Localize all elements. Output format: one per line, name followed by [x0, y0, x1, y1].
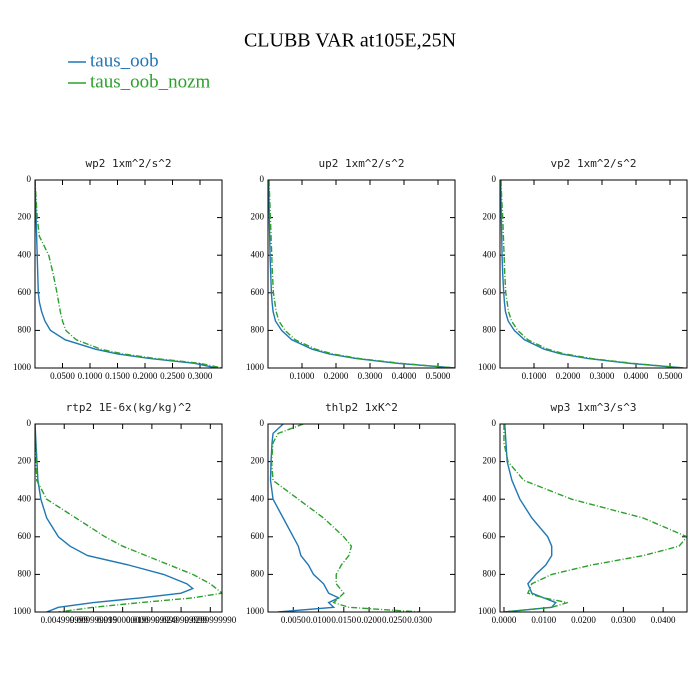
x-tick-label: 0.3000 [358, 371, 383, 381]
x-tick-label: 0.5000 [426, 371, 451, 381]
y-tick-label: 600 [251, 287, 265, 297]
y-tick-label: 400 [483, 493, 497, 503]
profile-line [503, 424, 557, 612]
x-tick-label: 0.0200 [357, 615, 382, 625]
profile-line [35, 424, 222, 612]
x-tick-label: 0.1500 [105, 371, 130, 381]
x-tick-label: 0.004999999 [41, 615, 89, 625]
x-tick-label: 0.009999999 [70, 615, 118, 625]
x-tick-label: 0.0500 [50, 371, 75, 381]
profile-line [35, 180, 217, 368]
x-tick-label: 0.2500 [160, 371, 185, 381]
y-tick-label: 0 [260, 418, 265, 428]
y-tick-label: 400 [483, 249, 497, 259]
y-tick-label: 200 [483, 212, 497, 222]
y-tick-label: 0 [492, 418, 497, 428]
subplot-title: rtp2 1E-6x(kg/kg)^2 [66, 401, 192, 414]
y-tick-label: 0 [492, 174, 497, 184]
x-tick-label: 0.2000 [133, 371, 158, 381]
x-tick-label: 0.0300 [407, 615, 432, 625]
plot-frame [267, 423, 456, 613]
x-tick-label: 0.0299999990 [184, 615, 236, 625]
x-tick-label: 0.0400 [651, 615, 676, 625]
x-tick-label: 0.0150000000 [97, 615, 149, 625]
y-tick-label: 400 [251, 493, 265, 503]
y-tick-label: 600 [18, 287, 32, 297]
x-tick-label: 0.0150 [331, 615, 356, 625]
plot-frame [267, 179, 456, 369]
y-tick-label: 800 [18, 568, 32, 578]
y-tick-label: 600 [483, 287, 497, 297]
x-tick-label: 0.0000 [492, 615, 517, 625]
subplot-title: wp2 1xm^2/s^2 [85, 157, 171, 170]
profile-line [269, 424, 341, 612]
plot-frame [499, 179, 688, 369]
x-tick-label: 0.1000 [522, 371, 547, 381]
y-tick-label: 1000 [478, 606, 497, 616]
x-tick-label: 0.0300 [611, 615, 636, 625]
x-tick-label: 0.1000 [78, 371, 103, 381]
x-tick-label: 0.0100 [306, 615, 331, 625]
legend-label: taus_oob_nozm [90, 71, 211, 92]
x-tick-label: 0.2000 [324, 371, 349, 381]
y-tick-label: 400 [251, 249, 265, 259]
y-tick-label: 800 [251, 324, 265, 334]
subplot-title: vp2 1xm^2/s^2 [550, 157, 636, 170]
y-tick-label: 600 [251, 531, 265, 541]
x-tick-label: 0.3000 [590, 371, 615, 381]
profile-line [35, 180, 222, 368]
x-tick-label: 0.4000 [392, 371, 417, 381]
subplot-title: thlp2 1xK^2 [325, 401, 398, 414]
y-tick-label: 1000 [13, 606, 32, 616]
y-tick-label: 0 [27, 174, 32, 184]
y-tick-label: 600 [18, 531, 32, 541]
y-tick-label: 0 [27, 418, 32, 428]
y-tick-label: 200 [251, 456, 265, 466]
x-tick-label: 0.0100 [531, 615, 556, 625]
subplot-title: wp3 1xm^3/s^3 [550, 401, 636, 414]
y-tick-label: 1000 [246, 606, 265, 616]
subplot-title: up2 1xm^2/s^2 [318, 157, 404, 170]
x-tick-label: 0.0050 [281, 615, 306, 625]
x-tick-label: 0.0200 [571, 615, 596, 625]
y-tick-label: 800 [18, 324, 32, 334]
y-tick-label: 400 [18, 493, 32, 503]
y-tick-label: 800 [483, 568, 497, 578]
x-tick-label: 0.0250 [382, 615, 407, 625]
legend-label: taus_oob [90, 50, 159, 71]
profile-line [268, 180, 455, 368]
profile-line [500, 180, 684, 368]
y-tick-label: 1000 [246, 362, 265, 372]
y-tick-label: 0 [260, 174, 265, 184]
y-tick-label: 800 [483, 324, 497, 334]
plot-frame [34, 179, 223, 369]
y-tick-label: 1000 [478, 362, 497, 372]
x-tick-label: 0.4000 [624, 371, 649, 381]
y-tick-label: 800 [251, 568, 265, 578]
y-tick-label: 600 [483, 531, 497, 541]
x-tick-label: 0.5000 [658, 371, 683, 381]
x-tick-label: 0.0249999999 [155, 615, 207, 625]
figure-title: CLUBB VAR at105E,25N [244, 30, 456, 52]
y-tick-label: 200 [18, 212, 32, 222]
x-tick-label: 0.0199999999 [126, 615, 178, 625]
y-tick-label: 400 [18, 249, 32, 259]
y-tick-label: 200 [251, 212, 265, 222]
y-tick-label: 200 [18, 456, 32, 466]
profile-line [270, 424, 420, 612]
plot-frame [34, 423, 223, 613]
y-tick-label: 200 [483, 456, 497, 466]
x-tick-label: 0.2000 [556, 371, 581, 381]
x-tick-label: 0.3000 [188, 371, 213, 381]
x-tick-label: 0.1000 [290, 371, 315, 381]
y-tick-label: 1000 [13, 362, 32, 372]
profile-line [35, 424, 195, 612]
plot-frame [499, 423, 688, 613]
